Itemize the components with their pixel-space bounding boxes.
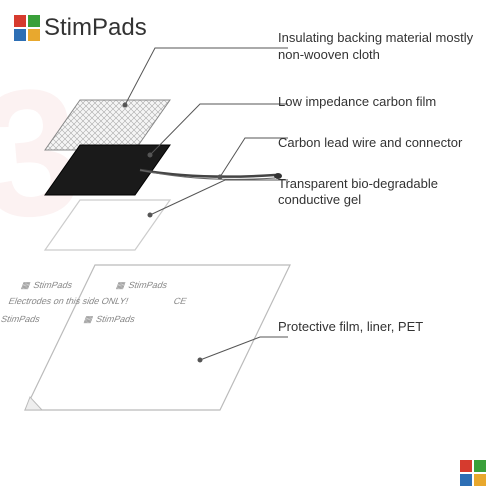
logo-squares-icon [460, 460, 486, 486]
label-backing: Insulating backing material mostly non-w… [278, 30, 488, 64]
layer-gel [45, 200, 170, 250]
label-liner: Protective film, liner, PET [278, 319, 488, 336]
exploded-diagram: ▦ StimPads ▦ StimPads Electrodes on this… [20, 70, 300, 450]
svg-text:▦: ▦ [20, 280, 32, 290]
svg-text:Electrodes on this side ONLY!: Electrodes on this side ONLY! [7, 296, 130, 306]
layer-backing [45, 100, 170, 150]
svg-text:StimPads: StimPads [0, 314, 42, 324]
layer-labels: Insulating backing material mostly non-w… [278, 30, 488, 362]
brand-logo-bottom [460, 460, 486, 486]
brand-logo-top: StimPads [14, 14, 147, 42]
layer-carbon [45, 145, 170, 195]
lead-wire [140, 170, 282, 179]
label-lead-wire: Carbon lead wire and connector [278, 135, 488, 152]
svg-text:StimPads: StimPads [127, 280, 169, 290]
layer-liner: ▦ StimPads ▦ StimPads Electrodes on this… [0, 265, 290, 410]
brand-name: StimPads [44, 14, 147, 42]
svg-text:StimPads: StimPads [95, 314, 137, 324]
label-gel: Transparent bio-degradable conductive ge… [278, 176, 488, 210]
label-carbon-film: Low impedance carbon film [278, 94, 488, 111]
logo-squares-icon [14, 15, 40, 41]
svg-text:StimPads: StimPads [32, 280, 74, 290]
